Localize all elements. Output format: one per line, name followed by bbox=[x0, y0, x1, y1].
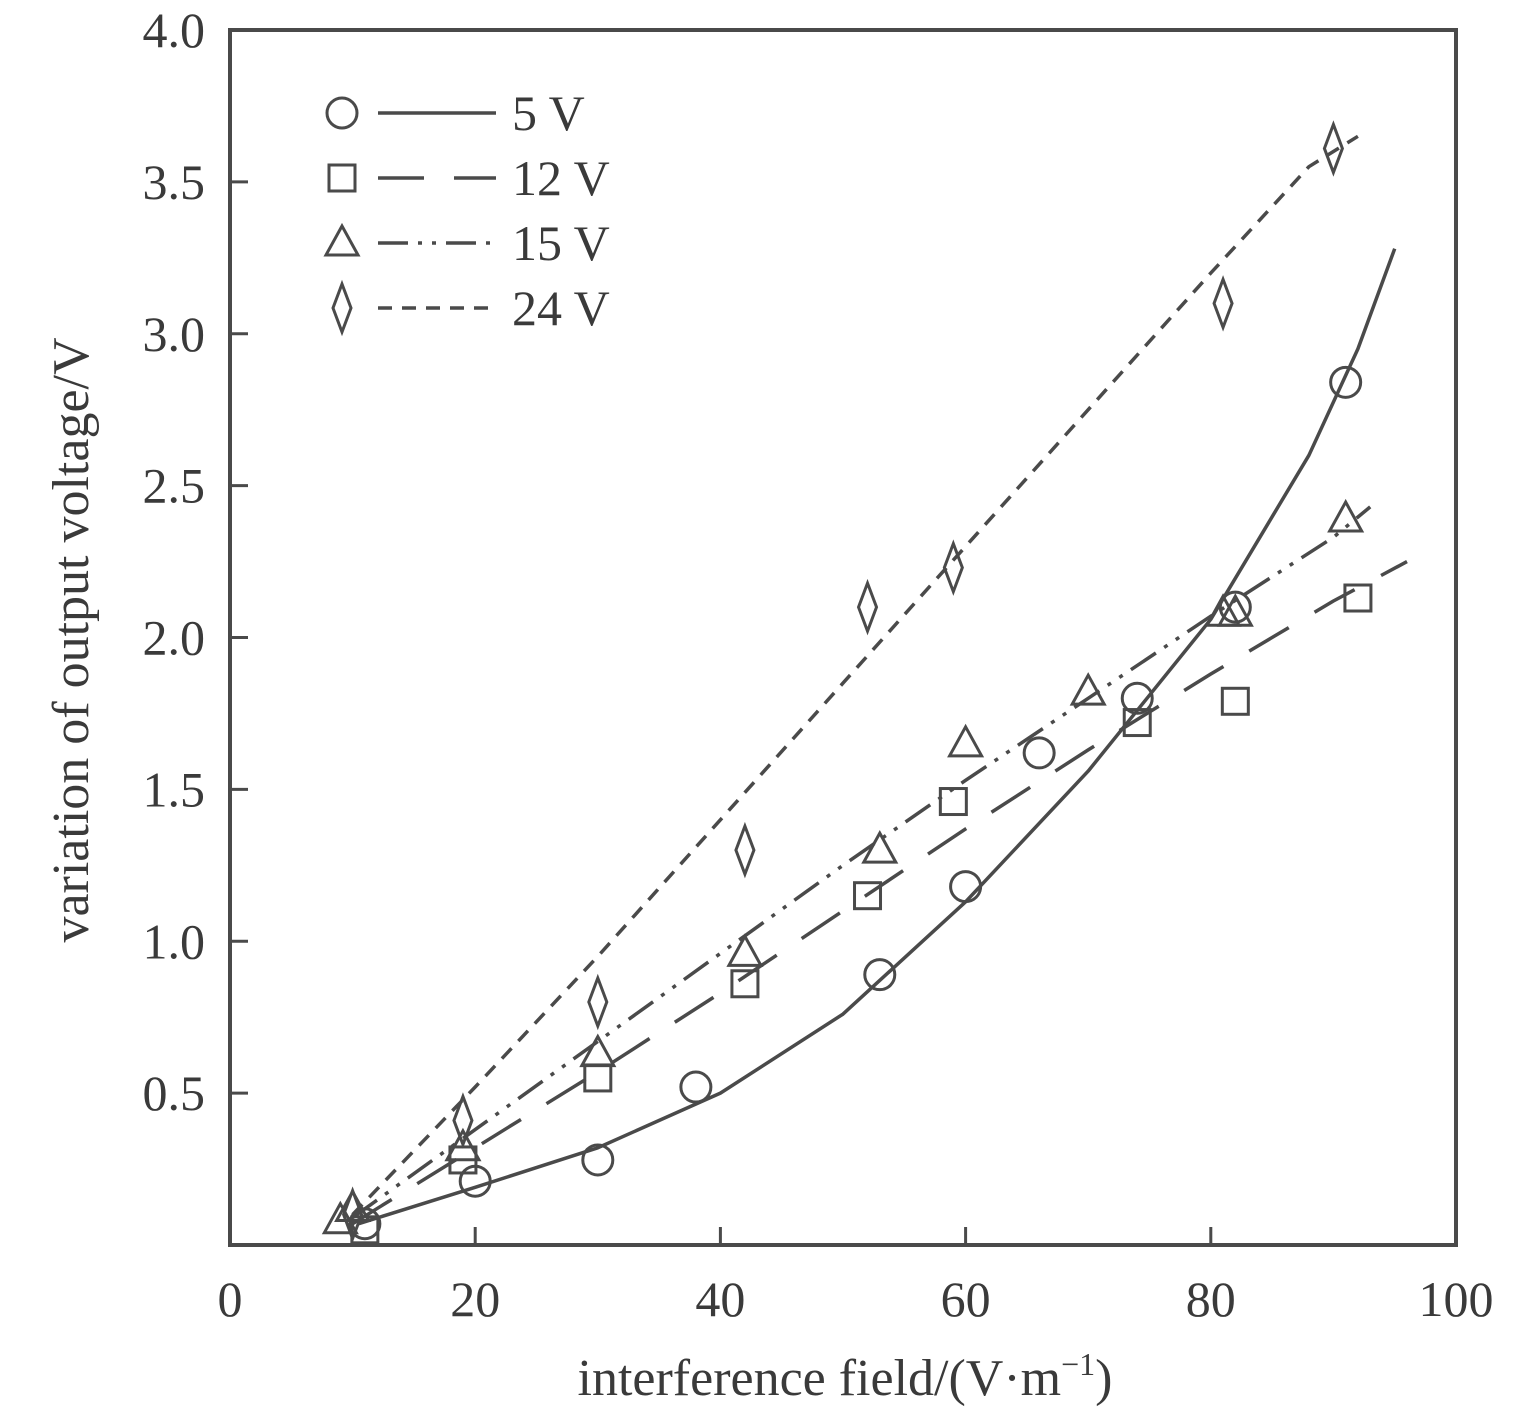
data-point bbox=[726, 933, 764, 967]
data-point bbox=[1218, 590, 1252, 624]
data-point bbox=[1122, 708, 1152, 738]
data-point bbox=[1327, 498, 1365, 533]
data-point bbox=[1022, 736, 1056, 770]
data-point bbox=[734, 821, 756, 879]
data-point bbox=[853, 881, 883, 911]
x-tick-label: 100 bbox=[1419, 1271, 1494, 1327]
data-point bbox=[1212, 275, 1234, 332]
x-tick-label: 0 bbox=[218, 1271, 243, 1327]
data-point bbox=[341, 1186, 364, 1243]
data-point bbox=[579, 1033, 617, 1068]
legend-label: 12 V bbox=[512, 150, 610, 206]
x-tick-label: 40 bbox=[695, 1271, 745, 1327]
series-fit-line bbox=[358, 248, 1397, 1226]
data-point bbox=[942, 539, 964, 596]
series-fit-line bbox=[351, 134, 1359, 1216]
y-tick-label: 1.0 bbox=[143, 913, 206, 969]
legend-marker bbox=[327, 163, 357, 193]
legend-marker bbox=[331, 279, 353, 337]
data-point bbox=[583, 1063, 613, 1093]
y-tick-label: 4.0 bbox=[143, 2, 206, 58]
legend-marker bbox=[325, 96, 359, 130]
y-tick-label: 2.5 bbox=[143, 458, 206, 514]
data-point bbox=[863, 958, 897, 992]
data-point bbox=[947, 723, 985, 758]
data-point bbox=[949, 870, 983, 904]
data-point bbox=[321, 1200, 359, 1235]
y-tick-label: 2.0 bbox=[143, 610, 206, 666]
x-tick-label: 60 bbox=[941, 1271, 991, 1327]
legend-label: 5 V bbox=[512, 85, 585, 141]
legend-marker bbox=[323, 222, 361, 257]
data-point bbox=[587, 973, 609, 1031]
data-point bbox=[730, 969, 760, 999]
data-point bbox=[581, 1143, 615, 1177]
data-point bbox=[1220, 686, 1250, 716]
legend-label: 24 V bbox=[512, 280, 610, 336]
y-axis-title: variation of output voltage/V bbox=[43, 337, 100, 942]
data-point bbox=[1216, 593, 1254, 627]
data-point bbox=[1329, 365, 1363, 399]
legend: 5 V 12 V 15 V 24 V bbox=[323, 85, 610, 337]
data-point bbox=[1069, 672, 1107, 706]
y-tick-label: 3.0 bbox=[143, 306, 206, 362]
series-fit-line bbox=[351, 560, 1408, 1226]
y-tick-label: 0.5 bbox=[143, 1065, 206, 1121]
legend-label: 15 V bbox=[512, 215, 610, 271]
x-tick-label: 80 bbox=[1186, 1271, 1236, 1327]
y-tick-label: 1.5 bbox=[143, 761, 206, 817]
y-tick-label: 3.5 bbox=[143, 154, 206, 210]
series-fit-line bbox=[351, 505, 1372, 1220]
data-point bbox=[334, 1188, 372, 1223]
data-point bbox=[1343, 583, 1373, 613]
x-axis-title: interference field/(V·m−1) bbox=[578, 1346, 1113, 1407]
data-point bbox=[679, 1070, 713, 1104]
data-point bbox=[1322, 120, 1345, 177]
data-point bbox=[938, 787, 968, 817]
data-point bbox=[861, 830, 899, 864]
data-point bbox=[452, 1092, 474, 1149]
data-point bbox=[1120, 681, 1154, 715]
data-point bbox=[856, 578, 879, 636]
data-point bbox=[444, 1127, 482, 1162]
x-tick-label: 20 bbox=[450, 1271, 500, 1327]
